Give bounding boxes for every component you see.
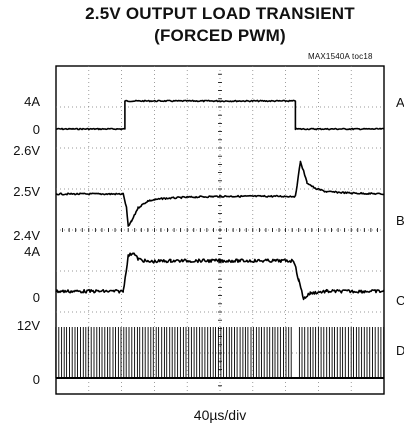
trace-c-label-0: 0 [32,290,40,305]
trace-b-name: B [396,213,404,228]
trace-b-label-2-5v: 2.5V [13,184,40,199]
trace-d-label-0: 0 [32,372,40,387]
trace-b-label-2-4v: 2.4V [13,228,40,243]
trace-d-label-12v: 12V [16,318,40,333]
trace-c-name: C [396,293,404,308]
chart-title-line1: 2.5V OUTPUT LOAD TRANSIENT [85,4,355,23]
trace-a-name: A [396,95,404,110]
figure-reference: MAX1540A toc18 [308,52,373,61]
trace-b [55,160,384,227]
trace-a-label-4a: 4A [24,94,40,109]
trace-a-label-0: 0 [32,122,40,137]
chart-title-line2: (FORCED PWM) [154,26,286,45]
trace-a [55,99,385,131]
trace-c-label-4a: 4A [24,244,40,259]
timebase-label: 40µs/div [193,407,247,423]
trace-d-switching [55,327,385,378]
trace-b-label-2-6v: 2.6V [13,143,40,158]
trace-d-name: D [396,343,404,358]
trace-c [55,252,385,301]
